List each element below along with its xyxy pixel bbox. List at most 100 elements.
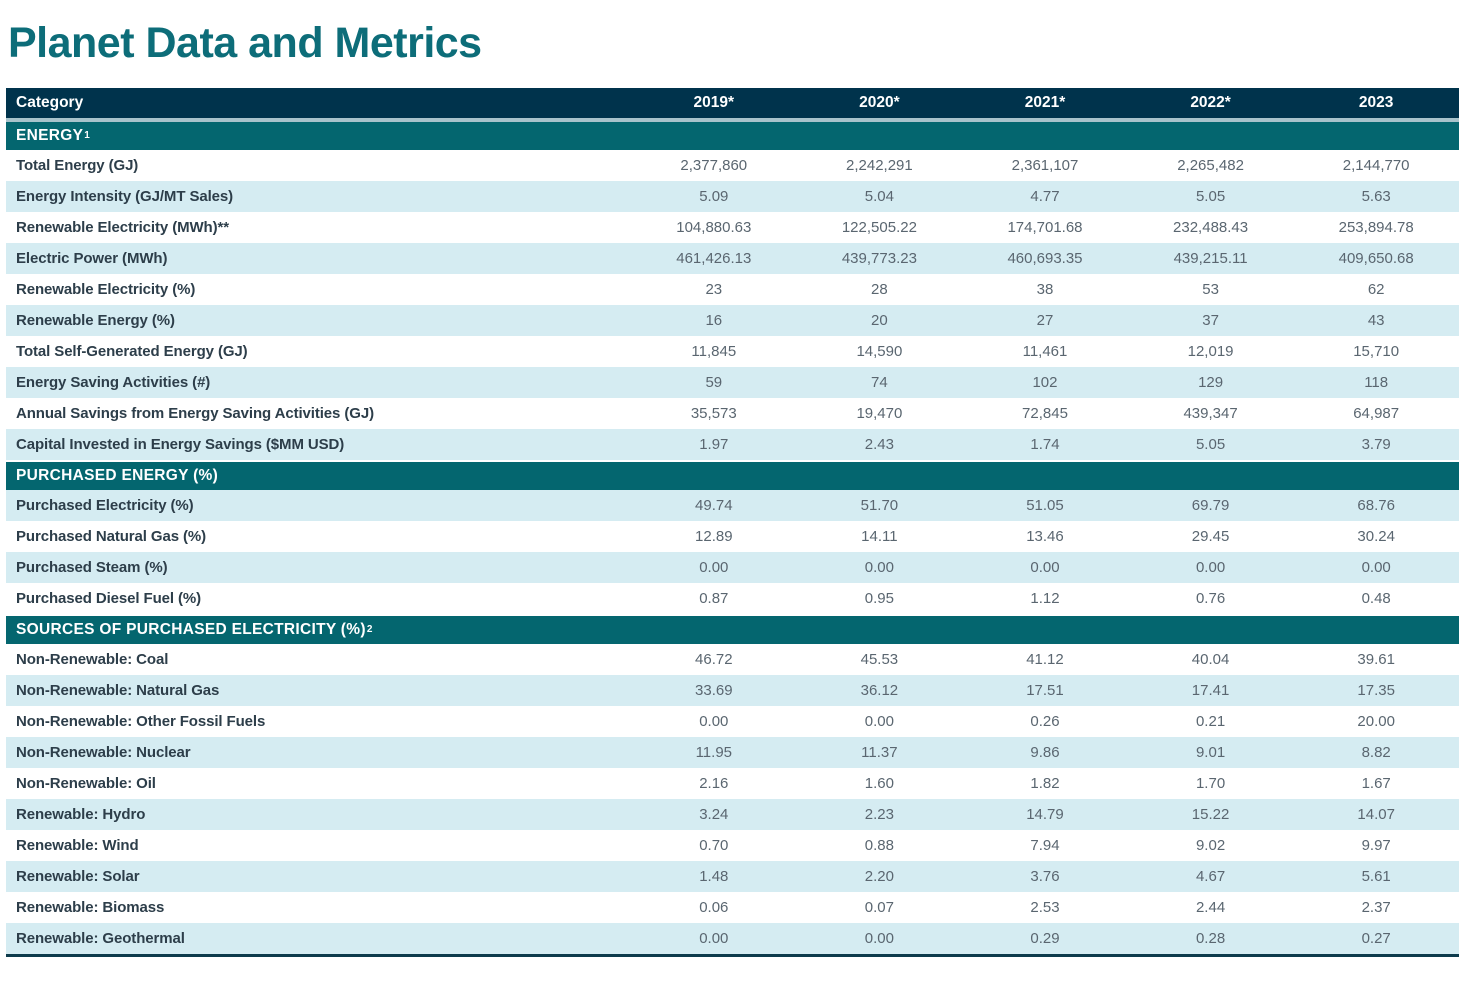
row-label: Renewable: Geothermal xyxy=(16,930,185,947)
cell-value: 11.95 xyxy=(695,744,733,761)
row-label: Renewable: Biomass xyxy=(16,899,165,916)
cell-value: 27 xyxy=(1036,312,1054,329)
cell-value: 174,701.68 xyxy=(1007,219,1083,236)
header-separator xyxy=(6,118,1459,122)
cell-value: 118 xyxy=(1364,374,1389,391)
row-label: Annual Savings from Energy Saving Activi… xyxy=(16,405,374,422)
table-row-purchased-natural-gas: Purchased Natural Gas (%) 12.89 14.11 13.46… xyxy=(6,521,1459,552)
cell-value: 9.86 xyxy=(1030,744,1060,761)
row-label: Energy Intensity (GJ/MT Sales) xyxy=(16,188,234,205)
cell-value: 0.28 xyxy=(1195,930,1226,947)
cell-value: 1.48 xyxy=(699,868,729,885)
page-title: Planet Data and Metrics xyxy=(8,19,482,67)
cell-value: 59 xyxy=(705,374,723,391)
cell-value: 46.72 xyxy=(695,651,733,668)
cell-value: 36.12 xyxy=(860,682,899,699)
cell-value: 409,650.68 xyxy=(1338,250,1414,267)
cell-value: 15,710 xyxy=(1353,343,1400,360)
row-label: Renewable: Solar xyxy=(16,868,140,885)
cell-value: 20 xyxy=(871,312,888,329)
cell-value: 64,987 xyxy=(1353,405,1400,422)
cell-value: 68.76 xyxy=(1357,497,1395,514)
cell-value: 0.07 xyxy=(864,899,894,916)
cell-value: 0.00 xyxy=(864,930,894,947)
section-header-purchased-energy: PURCHASED ENERGY (%) xyxy=(6,460,1459,490)
cell-value: 1.12 xyxy=(1030,590,1060,607)
cell-value: 14.79 xyxy=(1026,806,1064,823)
cell-value: 3.24 xyxy=(699,806,729,823)
cell-value: 2.20 xyxy=(864,868,894,885)
cell-value: 53 xyxy=(1202,281,1219,298)
cell-value: 19,470 xyxy=(856,405,903,422)
section-title: PURCHASED ENERGY (%) xyxy=(16,467,219,484)
cell-value: 12,019 xyxy=(1187,343,1234,360)
cell-value: 30.24 xyxy=(1357,528,1395,545)
row-label: Non-Renewable: Oil xyxy=(16,775,156,792)
cell-value: 0.00 xyxy=(1195,559,1226,576)
cell-value: 0.21 xyxy=(1195,713,1226,730)
table-row-non-renewable-natural-gas: Non-Renewable: Natural Gas 33.69 36.12 17.5… xyxy=(6,675,1459,706)
cell-value: 439,773.23 xyxy=(841,250,917,267)
cell-value: 2.53 xyxy=(1030,899,1060,916)
table-row-non-renewable-oil: Non-Renewable: Oil 2.16 1.60 1.82 1.70 1.67 xyxy=(6,768,1459,799)
cell-value: 1.60 xyxy=(864,775,894,792)
cell-value: 5.05 xyxy=(1195,188,1226,205)
cell-value: 33.69 xyxy=(695,682,733,699)
column-header-category: Category xyxy=(16,94,84,111)
cell-value: 5.04 xyxy=(864,188,894,205)
table-row-renewable-electricity: Renewable Electricity (%) 23 28 38 53 62 xyxy=(6,274,1459,305)
cell-value: 232,488.43 xyxy=(1173,219,1249,236)
cell-value: 460,693.35 xyxy=(1007,250,1083,267)
column-header-year-2023: 2023 xyxy=(1358,94,1394,111)
cell-value: 23 xyxy=(705,281,723,298)
cell-value: 2,377,860 xyxy=(680,157,748,174)
table-row-purchased-electricity: Purchased Electricity (%) 49.74 51.70 51.05… xyxy=(6,490,1459,521)
cell-value: 2.43 xyxy=(864,436,894,453)
column-header-year-2021: 2021* xyxy=(1024,94,1066,111)
cell-value: 28 xyxy=(871,281,888,298)
cell-value: 0.87 xyxy=(699,590,729,607)
row-label: Non-Renewable: Nuclear xyxy=(16,744,191,761)
cell-value: 41.12 xyxy=(1026,651,1064,668)
cell-value: 51.70 xyxy=(860,497,899,514)
cell-value: 122,505.22 xyxy=(841,219,917,236)
table-column-header-row: Category 2019* 2020* 2021* 2022* 2023 xyxy=(6,88,1459,118)
cell-value: 0.48 xyxy=(1361,590,1391,607)
cell-value: 2.37 xyxy=(1361,899,1391,916)
cell-value: 5.63 xyxy=(1361,188,1391,205)
cell-value: 0.29 xyxy=(1030,930,1060,947)
table-row-non-renewable-coal: Non-Renewable: Coal 46.72 45.53 41.12 40.04 3… xyxy=(6,644,1459,675)
table-row-renewable-electricity-mwh: Renewable Electricity (MWh)** 104,880.63 1… xyxy=(6,212,1459,243)
cell-value: 49.74 xyxy=(695,497,733,514)
cell-value: 13.46 xyxy=(1026,528,1064,545)
cell-value: 20.00 xyxy=(1357,713,1395,730)
section-header-energy: ENERGY 1 xyxy=(6,122,1459,150)
table-row-non-renewable-other-fossil-fuels: Non-Renewable: Other Fossil Fuels 0.00 0.0… xyxy=(6,706,1459,737)
table-row-purchased-diesel-fuel: Purchased Diesel Fuel (%) 0.87 0.95 1.12 0.7… xyxy=(6,583,1459,614)
cell-value: 72,845 xyxy=(1022,405,1068,422)
row-label: Non-Renewable: Natural Gas xyxy=(16,682,220,699)
table-row-renewable-solar: Renewable: Solar 1.48 2.20 3.76 4.67 5.61 xyxy=(6,861,1459,892)
cell-value: 0.00 xyxy=(1030,559,1060,576)
column-header-year-2020: 2020* xyxy=(859,94,900,111)
cell-value: 0.00 xyxy=(1361,559,1391,576)
cell-value: 0.26 xyxy=(1030,713,1060,730)
metrics-table: Category 2019* 2020* 2021* 2022* 2023 ENERGY… xyxy=(6,88,1459,957)
cell-value: 5.61 xyxy=(1361,868,1391,885)
cell-value: 17.35 xyxy=(1357,682,1395,699)
cell-value: 2.23 xyxy=(864,806,894,823)
table-row-electric-power-mwh: Electric Power (MWh) 461,426.13 439,773.23… xyxy=(6,243,1459,274)
cell-value: 1.97 xyxy=(699,436,729,453)
report-page: Planet Data and Metrics Category 2019* 20… xyxy=(6,19,1459,957)
column-header-year-2022: 2022* xyxy=(1190,94,1231,111)
cell-value: 2,361,107 xyxy=(1011,157,1079,174)
row-label: Total Energy (GJ) xyxy=(16,157,139,174)
row-label: Renewable Energy (%) xyxy=(16,312,175,329)
cell-value: 29.45 xyxy=(1191,528,1230,545)
cell-value: 35,573 xyxy=(690,405,737,422)
section-title: SOURCES OF PURCHASED ELECTRICITY (%) xyxy=(16,621,366,638)
cell-value: 1.67 xyxy=(1361,775,1391,792)
cell-value: 0.00 xyxy=(864,713,894,730)
cell-value: 39.61 xyxy=(1357,651,1395,668)
cell-value: 38 xyxy=(1036,281,1054,298)
